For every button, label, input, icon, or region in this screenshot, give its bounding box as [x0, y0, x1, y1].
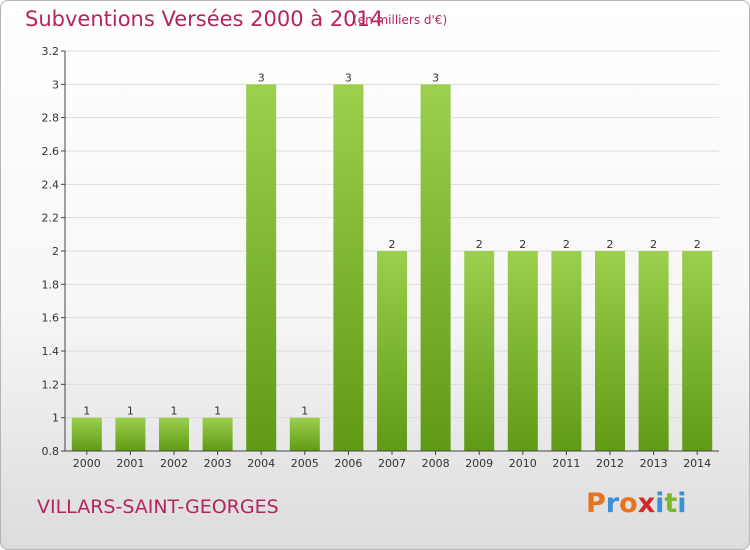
chart-subtitle: (en milliers d'€) [353, 13, 448, 27]
logo-letter: i [655, 488, 665, 519]
y-tick-label: 1.4 [42, 345, 60, 358]
x-tick-label: 2002 [160, 457, 188, 470]
x-tick-label: 2013 [640, 457, 668, 470]
y-tick-label: 1.8 [42, 278, 60, 291]
data-label: 3 [258, 71, 265, 84]
data-label: 2 [650, 238, 657, 251]
bar-2006 [333, 84, 364, 451]
logo-letter: t [664, 488, 678, 519]
data-label: 3 [432, 71, 439, 84]
data-label: 2 [389, 238, 396, 251]
bar-2002 [159, 417, 189, 451]
y-tick-label: 3.2 [42, 45, 60, 58]
bar-layer [71, 84, 713, 451]
bar-2005 [289, 417, 320, 451]
logo-letter: o [619, 488, 638, 519]
x-tick-label: 2010 [509, 457, 537, 470]
bar-2011 [551, 251, 582, 451]
y-tick-label: 2.8 [42, 112, 60, 125]
bar-2008 [420, 84, 451, 451]
bar-2007 [377, 251, 407, 451]
x-tick-label: 2005 [291, 457, 319, 470]
logo-letter: i [677, 488, 687, 519]
data-label: 1 [83, 405, 90, 418]
x-tick-label: 2014 [683, 457, 711, 470]
data-label: 1 [171, 405, 178, 418]
x-tick-label: 2001 [116, 457, 144, 470]
data-label: 3 [345, 71, 352, 84]
x-tick-label: 2011 [552, 457, 580, 470]
data-label: 2 [519, 238, 526, 251]
data-label: 1 [301, 405, 308, 418]
proxiti-logo[interactable]: Proxiti [586, 488, 687, 519]
data-label: 2 [607, 238, 614, 251]
logo-letter: x [637, 488, 656, 519]
y-tick-label: 1.6 [42, 312, 60, 325]
data-label: 1 [127, 405, 134, 418]
logo-letter: P [586, 488, 606, 519]
y-tick-label: 2.6 [42, 145, 60, 158]
bar-2013 [638, 251, 669, 451]
data-label: 2 [563, 238, 570, 251]
y-tick-label: 3 [52, 78, 59, 91]
y-tick-label: 1.2 [42, 378, 60, 391]
bar-chart: 0.8 1 1.2 1.4 1.6 1.8 2 2.2 2.4 2.6 2.8 3 3.2 1 2000 1 2… [42, 45, 719, 470]
bar-2003 [202, 417, 233, 451]
x-tick-label: 2007 [378, 457, 406, 470]
bar-2000 [71, 417, 102, 451]
data-label: 2 [694, 238, 701, 251]
y-tick-label: 2 [52, 245, 59, 258]
bar-2009 [464, 251, 495, 451]
x-tick-label: 2009 [465, 457, 493, 470]
commune-name: VILLARS-SAINT-GEORGES [37, 496, 279, 518]
chart-title: Subventions Versées 2000 à 2014 [25, 7, 384, 31]
x-tick-label: 2004 [247, 457, 275, 470]
y-tick-label: 1 [52, 412, 59, 425]
bar-2014 [682, 251, 713, 451]
x-tick-label: 2000 [73, 457, 101, 470]
bar-2010 [507, 251, 538, 451]
logo-letter: r [605, 488, 620, 519]
bar-2004 [246, 84, 277, 451]
data-label: 2 [476, 238, 483, 251]
y-tick-label: 2.4 [42, 178, 60, 191]
axis-layer: 0.8 1 1.2 1.4 1.6 1.8 2 2.2 2.4 2.6 2.8 3 3.2 1 2000 1 2… [42, 45, 719, 470]
x-tick-label: 2012 [596, 457, 624, 470]
bar-2001 [115, 417, 146, 451]
x-tick-label: 2008 [422, 457, 450, 470]
bar-2012 [595, 251, 625, 451]
data-label: 1 [214, 405, 221, 418]
y-tick-label: 2.2 [42, 212, 60, 225]
x-tick-label: 2006 [334, 457, 362, 470]
x-tick-label: 2003 [204, 457, 232, 470]
y-tick-label: 0.8 [42, 445, 60, 458]
